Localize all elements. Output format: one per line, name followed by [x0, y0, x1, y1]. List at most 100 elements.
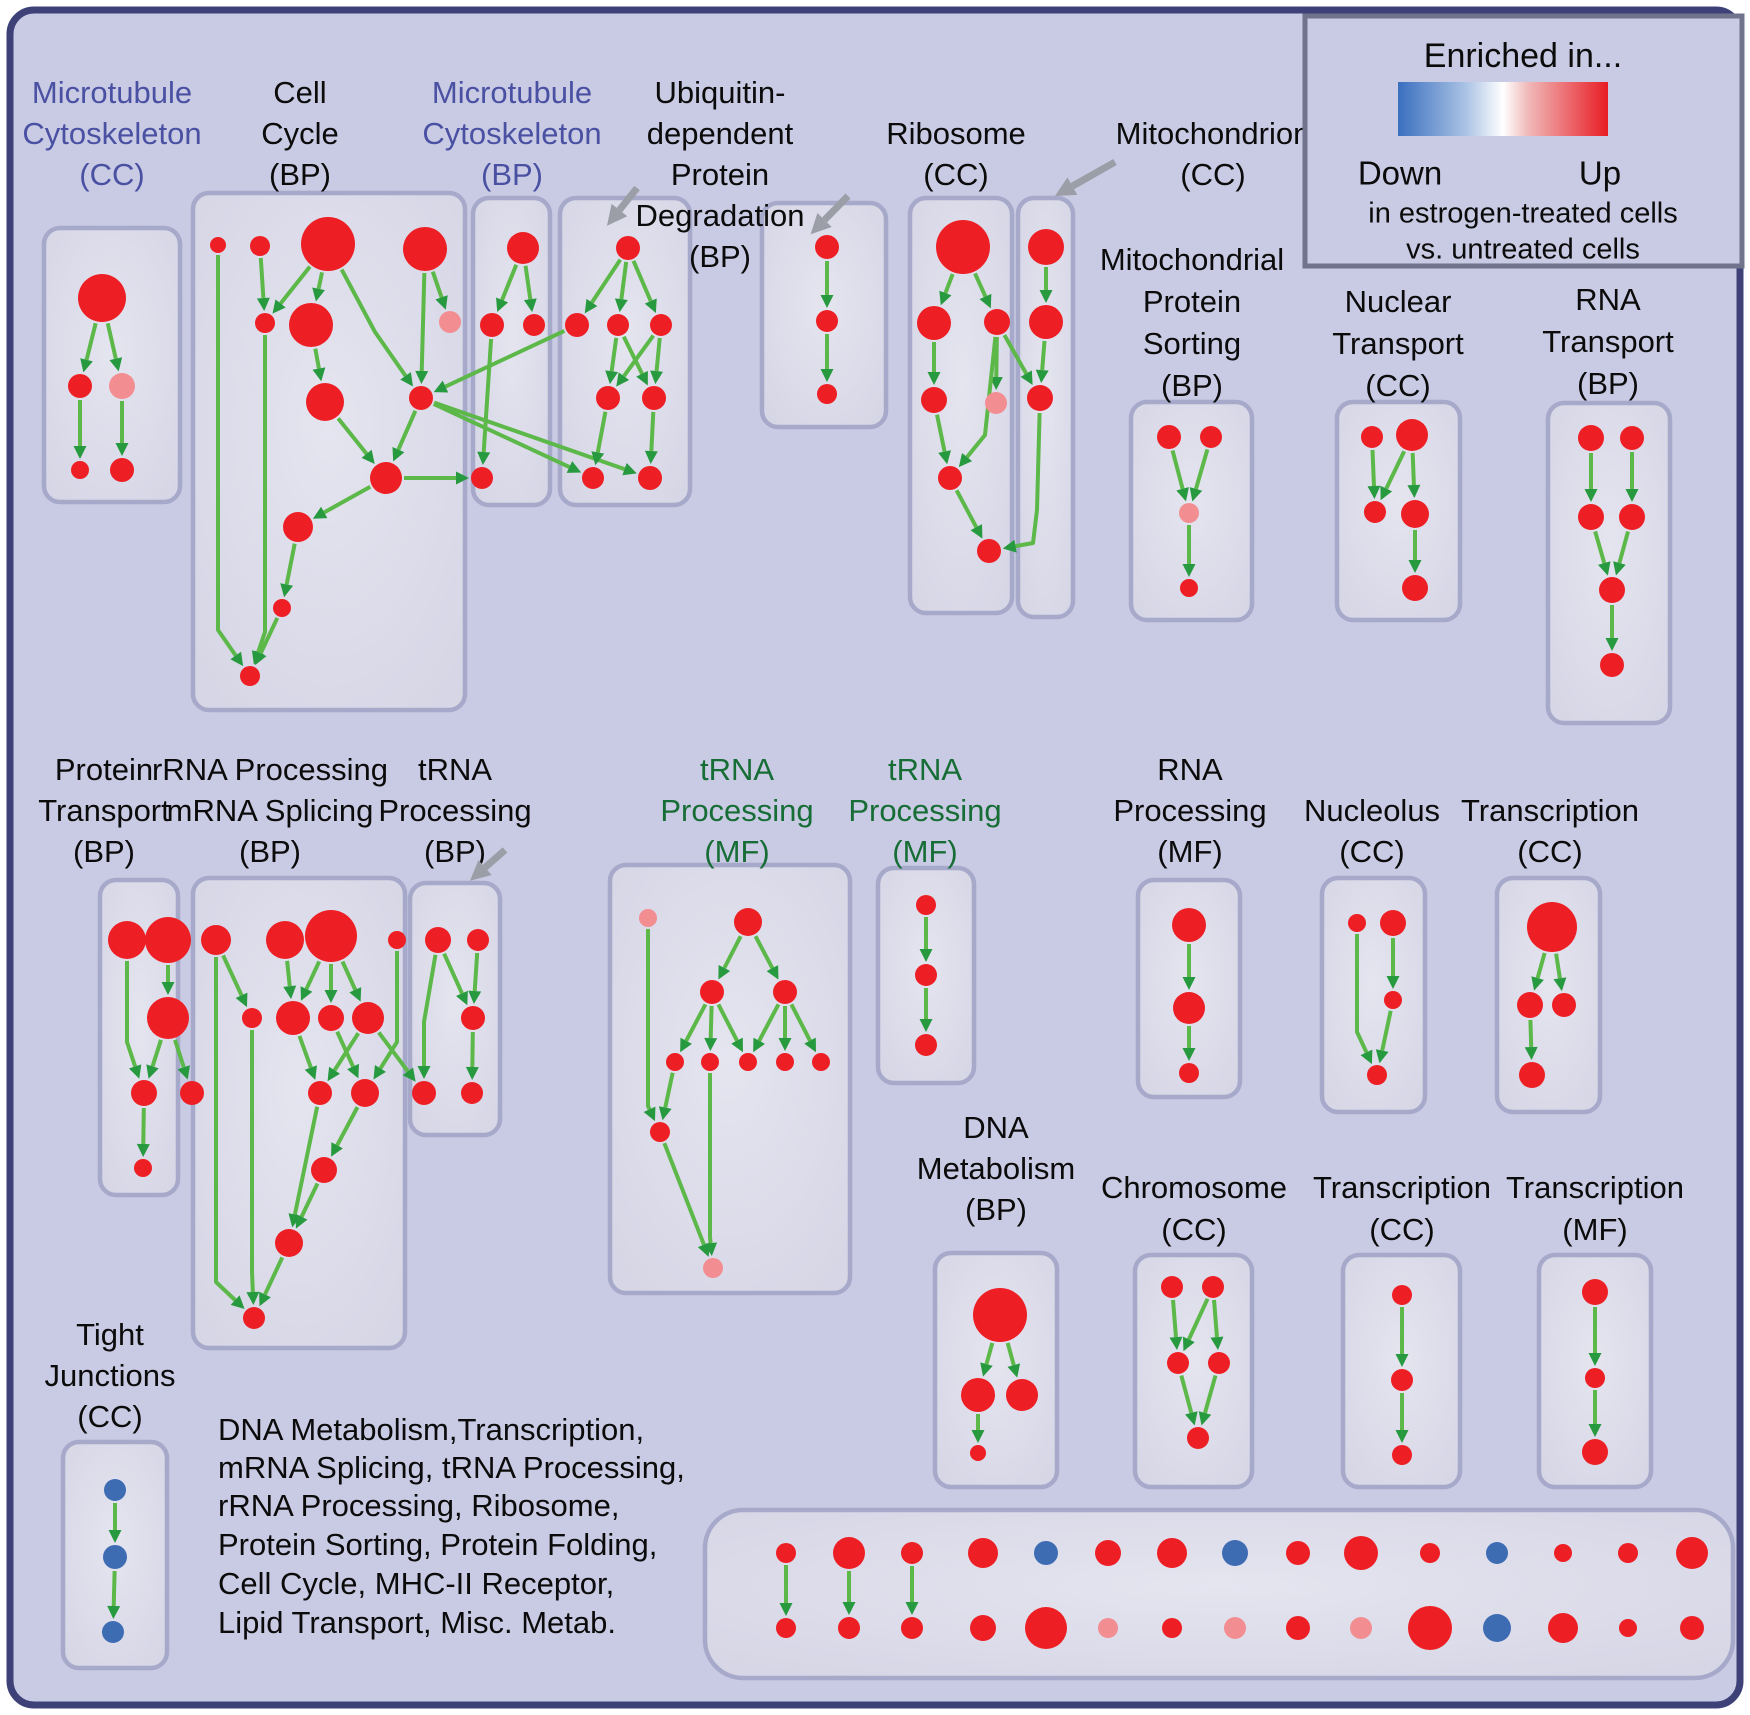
edge-w3-r7-shaft: [1015, 412, 1042, 549]
edge-u6-u8-head: [644, 450, 658, 465]
edge-h1-h2-head: [1531, 976, 1544, 991]
edge-tb3-tb5-head: [465, 1066, 479, 1081]
node-rr7: [318, 1005, 344, 1031]
edge-n4-n9-shaft: [419, 272, 427, 372]
node-a4: [71, 461, 89, 479]
cluster-label-mitochondrion-line-2: (CC): [1180, 157, 1245, 192]
node-w2: [1029, 305, 1063, 339]
edge-f5-f10-shaft: [663, 1072, 675, 1108]
edge-f4-f7-head: [753, 1037, 765, 1053]
edge-c2-c4-shaft: [1212, 1299, 1219, 1338]
node-misc-top-5: [1034, 1541, 1058, 1565]
legend-gradient-bar: [1398, 82, 1608, 136]
edge-q1-q3-head: [1367, 485, 1381, 500]
node-h3: [1552, 993, 1576, 1017]
node-r3: [984, 309, 1010, 335]
edge-n9-u8-shaft: [433, 400, 626, 471]
cluster-label-dna-metabolism-line-1: DNA: [963, 1110, 1029, 1145]
edge-pt4-pt5-head: [136, 1143, 150, 1158]
cluster-label-protein-transport-line-3: (BP): [73, 834, 135, 869]
node-a5: [110, 458, 134, 482]
misc-clusters-text-block: DNA Metabolism,Transcription, mRNA Splic…: [218, 1412, 685, 1640]
node-misc-bottom-9: [1286, 1616, 1310, 1640]
edge-rr3-rr8-head: [349, 987, 362, 1002]
edge-k2-k3-head: [919, 1019, 933, 1032]
edge-n10-n11-head: [312, 506, 328, 519]
node-f7: [739, 1053, 757, 1071]
edge-u3-u6-head: [636, 370, 648, 386]
node-n7: [439, 311, 461, 333]
cluster-box-misc-wide: [702, 1507, 1736, 1681]
node-pt4: [131, 1080, 157, 1106]
node-q2: [1396, 419, 1428, 451]
cluster-label-transcription-cc-bottom-line-2: (CC): [1369, 1212, 1434, 1247]
edge-a1-a2-shaft: [84, 322, 98, 361]
edge-n6-n8-head: [312, 367, 326, 382]
node-u8: [638, 466, 662, 490]
node-rr10: [351, 1079, 379, 1107]
annotation-ubiquitin-arrow-right-head: [810, 212, 832, 235]
edge-b2-b3-head: [107, 1605, 121, 1620]
edge-m1-m3-head: [523, 298, 537, 313]
edge-u1-u4-head: [644, 298, 657, 314]
edge-rr5-rr13-head: [246, 1291, 260, 1306]
node-misc-bottom-2: [838, 1617, 860, 1639]
edge-misc-col1-head: [779, 1603, 793, 1616]
edge-f3-f5-head: [680, 1037, 692, 1053]
node-r1: [936, 220, 990, 274]
edge-r1-r2-shaft: [943, 273, 955, 294]
cluster-label-chromosome-line-1: Chromosome: [1101, 1170, 1287, 1205]
edge-f2-f3-head: [718, 965, 731, 980]
node-misc-bottom-11: [1408, 1606, 1452, 1650]
edge-n3-n9-head: [400, 372, 413, 387]
node-n1: [210, 237, 226, 253]
edge-tb1-tb3-head: [456, 990, 468, 1006]
node-q5: [1402, 575, 1428, 601]
cluster-label-mt-bp-line-3: (BP): [481, 157, 543, 192]
edge-f3-f7-head: [731, 1037, 743, 1053]
node-rr3: [305, 910, 357, 962]
edge-n12-n13-head: [254, 650, 267, 666]
node-n2: [250, 236, 270, 256]
edge-q2-q3-shaft: [1384, 450, 1407, 490]
node-k3: [915, 1034, 937, 1056]
annotation-trna-bp-arrow-shaft: [482, 847, 508, 871]
edge-d1-d2-shaft: [984, 1342, 995, 1365]
cluster-label-nucleolus-line-1: Nucleolus: [1304, 793, 1440, 828]
node-rr5: [242, 1008, 262, 1028]
edge-rr2-rr6-shaft: [285, 960, 292, 987]
edge-n1-n13-head: [230, 651, 244, 667]
edge-h1-h3-head: [1553, 977, 1567, 992]
edge-pt3-rr0-shaft: [173, 1039, 186, 1068]
edge-rr11-rr12-shaft: [299, 1182, 320, 1218]
node-w3: [1027, 385, 1053, 411]
cluster-label-transcription-cc-bottom-line-1: Transcription: [1313, 1170, 1491, 1205]
edge-e2-e3-head: [1395, 1430, 1409, 1443]
edge-rr8-tb4-head: [402, 1067, 416, 1082]
edge-p1-p3-head: [1176, 487, 1189, 502]
edge-n9-u8-head: [622, 462, 637, 476]
cluster-label-rna-proc-mf-line-2: Processing: [1113, 793, 1266, 828]
edge-rr10-rr11-shaft: [335, 1106, 360, 1147]
node-misc-bottom-14: [1619, 1619, 1637, 1637]
node-c2: [1202, 1276, 1224, 1298]
edge-f2-f4-shaft: [753, 935, 775, 970]
cluster-label-rna-proc-mf-line-3: (MF): [1157, 834, 1222, 869]
node-e3: [1392, 1445, 1412, 1465]
cluster-label-nuclear-transport-line-1: Nuclear: [1345, 284, 1452, 319]
node-n10: [370, 462, 402, 494]
edge-f3-f7-shaft: [716, 1003, 739, 1042]
node-c4: [1208, 1352, 1230, 1374]
node-misc-top-11: [1420, 1543, 1440, 1563]
node-r2: [917, 306, 951, 340]
edge-c1-c3-head: [1169, 1336, 1183, 1351]
node-f1: [639, 909, 657, 927]
edge-rr3-rr7-head: [324, 990, 338, 1003]
node-g1: [1348, 914, 1366, 932]
edge-u2-n9-head: [433, 380, 449, 393]
node-h2: [1517, 992, 1543, 1018]
node-p1: [1157, 425, 1181, 449]
node-p4: [1180, 579, 1198, 597]
cluster-label-protein-transport-line-1: Protein: [55, 752, 153, 787]
